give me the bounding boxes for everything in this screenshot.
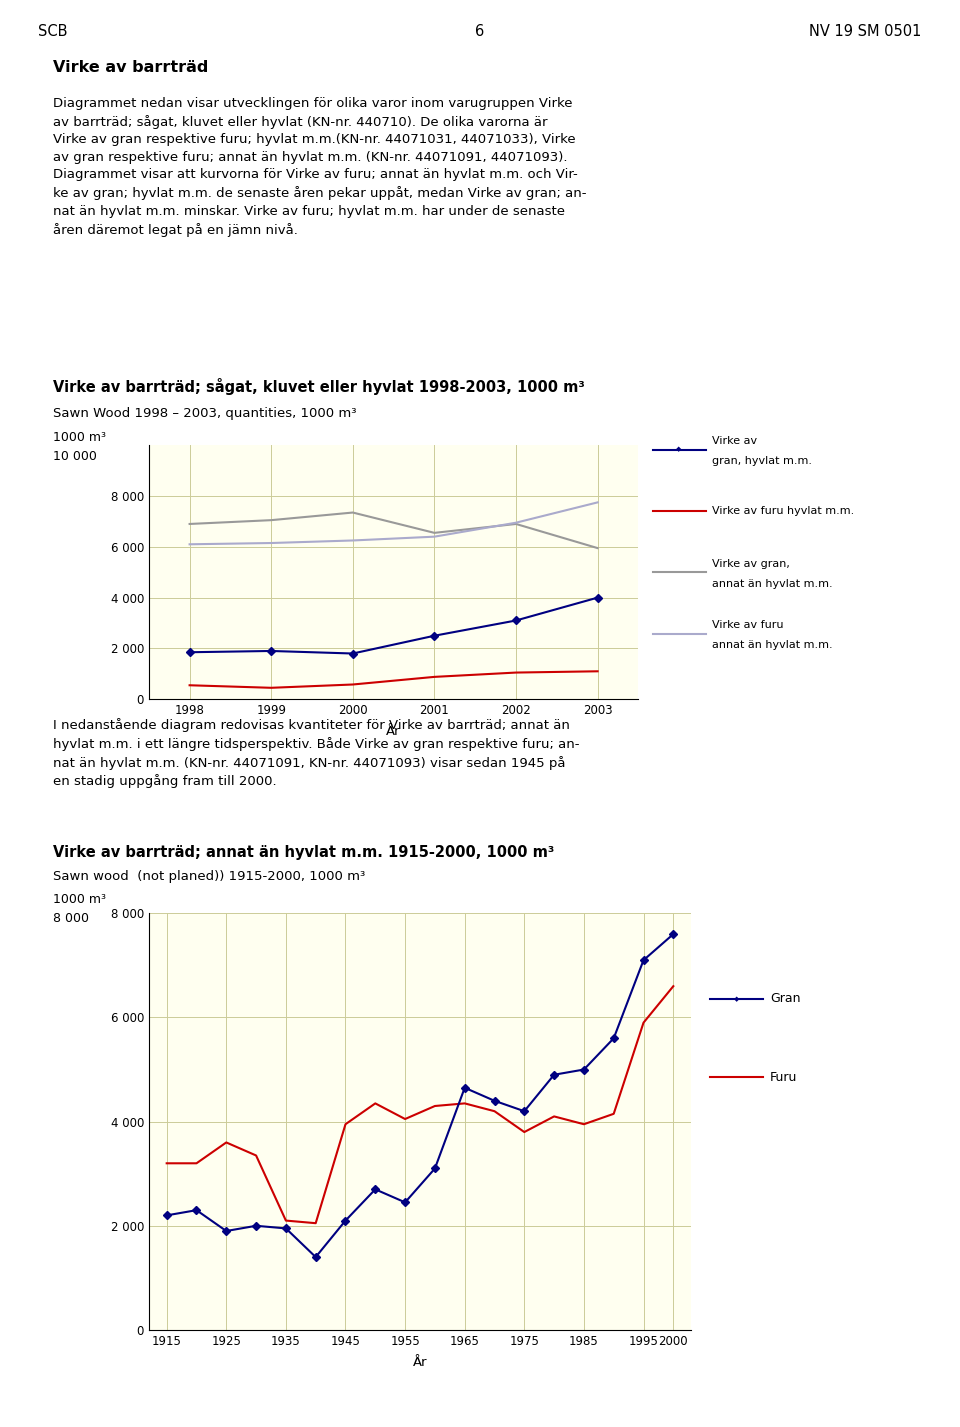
Text: 1000 m³: 1000 m³ [53,893,106,906]
Text: Virke av: Virke av [712,435,757,447]
Text: annat än hyvlat m.m.: annat än hyvlat m.m. [712,639,833,651]
Text: gran, hyvlat m.m.: gran, hyvlat m.m. [712,455,812,467]
Text: ◆: ◆ [676,447,682,452]
Text: NV 19 SM 0501: NV 19 SM 0501 [809,24,922,40]
Text: annat än hyvlat m.m.: annat än hyvlat m.m. [712,578,833,589]
Text: Virke av barrträd; sågat, kluvet eller hyvlat 1998-2003, 1000 m³: Virke av barrträd; sågat, kluvet eller h… [53,378,585,395]
Text: 10 000: 10 000 [53,450,97,462]
Text: ◆: ◆ [733,996,739,1002]
Text: Virke av barrträd: Virke av barrträd [53,60,208,76]
Text: Virke av furu: Virke av furu [712,619,783,631]
X-axis label: År: År [386,725,401,738]
Text: SCB: SCB [38,24,68,40]
Text: Sawn wood  (not planed)) 1915-2000, 1000 m³: Sawn wood (not planed)) 1915-2000, 1000 … [53,870,365,883]
X-axis label: År: År [413,1356,427,1368]
Text: 8 000: 8 000 [53,912,88,925]
Text: Sawn Wood 1998 – 2003, quantities, 1000 m³: Sawn Wood 1998 – 2003, quantities, 1000 … [53,407,356,420]
Text: Gran: Gran [770,992,801,1006]
Text: Virke av furu hyvlat m.m.: Virke av furu hyvlat m.m. [712,505,854,517]
Text: Diagrammet nedan visar utvecklingen för olika varor inom varugruppen Virke
av ba: Diagrammet nedan visar utvecklingen för … [53,97,587,237]
Text: Virke av barrträd; annat än hyvlat m.m. 1915-2000, 1000 m³: Virke av barrträd; annat än hyvlat m.m. … [53,845,554,860]
Text: 6: 6 [475,24,485,40]
Text: Furu: Furu [770,1070,798,1085]
Text: Virke av gran,: Virke av gran, [712,558,790,569]
Text: I nedanstående diagram redovisas kvantiteter för Virke av barrträd; annat än
hyv: I nedanstående diagram redovisas kvantit… [53,718,579,789]
Text: 1000 m³: 1000 m³ [53,431,106,444]
